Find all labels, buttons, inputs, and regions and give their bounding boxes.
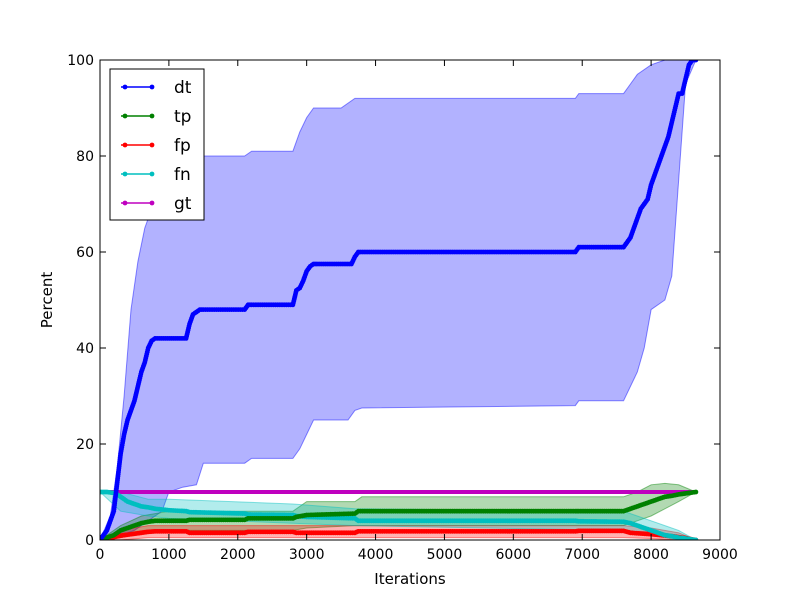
- legend-label-tp: tp: [174, 107, 191, 127]
- legend-marker-fp: [149, 142, 155, 148]
- legend-marker-fn: [149, 171, 155, 177]
- legend: dt tp fp fn gt: [109, 68, 205, 221]
- legend-label-gt: gt: [174, 194, 192, 214]
- y-tick-label: 20: [76, 437, 94, 453]
- fn-point: [693, 537, 699, 540]
- plot-frame: [99, 59, 721, 541]
- legend-marker-fn: [122, 171, 128, 177]
- tp-markers: [100, 489, 699, 540]
- y-tick-label: 0: [85, 533, 94, 549]
- axis-ticks: 0 1000 2000 3000 4000 5000 6000 7000 8000 9000 0 20…: [67, 53, 738, 563]
- x-tick-label: 0: [96, 547, 105, 563]
- x-tick-label: 7000: [564, 547, 600, 563]
- legend-label-dt: dt: [174, 78, 192, 98]
- x-tick-label: 8000: [633, 547, 669, 563]
- dt-point: [693, 60, 699, 63]
- legend-marker-gt: [149, 200, 155, 206]
- legend-marker-tp: [149, 113, 155, 119]
- fn-markers: [100, 489, 699, 540]
- x-tick-label: 3000: [289, 547, 325, 563]
- dt-markers: [100, 60, 699, 540]
- legend-label-fn: fn: [174, 165, 191, 185]
- y-tick-label: 80: [76, 149, 94, 165]
- legend-marker-fp: [122, 142, 128, 148]
- y-axis-label: Percent: [38, 272, 56, 329]
- legend-label-fp: fp: [174, 136, 191, 156]
- legend-marker-tp: [122, 113, 128, 119]
- x-tick-label: 5000: [427, 547, 463, 563]
- legend-marker-gt: [122, 200, 128, 206]
- fn-band: [100, 491, 697, 540]
- series-lines: [100, 60, 699, 540]
- x-axis-label: Iterations: [374, 570, 446, 588]
- x-tick-label: 9000: [702, 547, 738, 563]
- legend-marker-dt: [149, 84, 155, 90]
- dt-band: [100, 60, 697, 540]
- x-tick-label: 6000: [496, 547, 532, 563]
- y-tick-label: 60: [76, 245, 94, 261]
- x-tick-label: 4000: [358, 547, 394, 563]
- y-tick-label: 100: [67, 53, 94, 69]
- y-tick-label: 40: [76, 341, 94, 357]
- legend-marker-dt: [122, 84, 128, 90]
- tp-point: [693, 489, 699, 495]
- x-tick-label: 1000: [151, 547, 187, 563]
- x-tick-label: 2000: [220, 547, 256, 563]
